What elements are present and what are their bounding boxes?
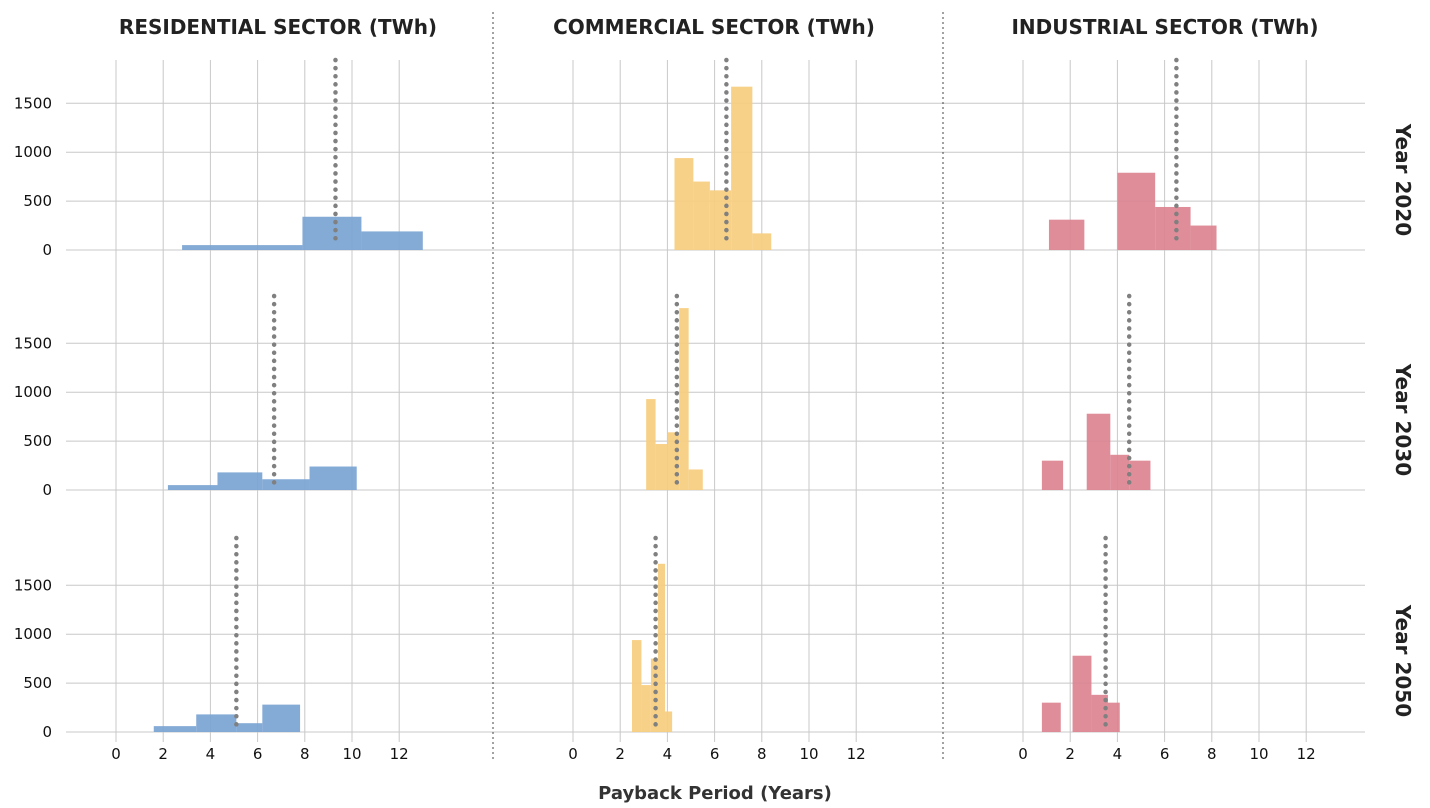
x-tick-label: 0 bbox=[111, 745, 121, 763]
x-tick-label: 8 bbox=[1207, 745, 1217, 763]
x-tick-label: 4 bbox=[1113, 745, 1123, 763]
y-tick-label: 500 bbox=[23, 192, 52, 210]
x-tick-label: 6 bbox=[710, 745, 720, 763]
histogram-bar bbox=[196, 714, 237, 732]
x-tick-label: 8 bbox=[300, 745, 310, 763]
histogram-bar bbox=[302, 216, 362, 250]
y-tick-label: 1500 bbox=[14, 576, 52, 594]
histogram-bar bbox=[1190, 225, 1217, 250]
histogram-bar bbox=[182, 245, 303, 250]
histogram-bar bbox=[641, 685, 651, 732]
histogram-bar bbox=[1107, 702, 1120, 732]
x-tick-label: 6 bbox=[1160, 745, 1170, 763]
histogram-bar bbox=[262, 704, 301, 732]
histogram-bar bbox=[650, 658, 658, 732]
x-tick-label: 0 bbox=[1018, 745, 1028, 763]
histogram-bar bbox=[1072, 655, 1092, 732]
histogram-bar bbox=[646, 399, 656, 490]
histogram-bar bbox=[674, 158, 694, 250]
x-tick-label: 12 bbox=[847, 745, 866, 763]
histogram-bar bbox=[655, 444, 668, 490]
gridlines bbox=[66, 60, 1365, 742]
histogram-bar bbox=[1041, 460, 1064, 490]
histogram-bar bbox=[1091, 694, 1108, 732]
histogram-bar bbox=[236, 723, 263, 732]
histogram-bar bbox=[309, 466, 357, 490]
histogram-bar bbox=[665, 711, 673, 732]
histogram-bar bbox=[1041, 702, 1061, 732]
x-tick-label: 8 bbox=[757, 745, 767, 763]
histogram-bar bbox=[679, 308, 689, 490]
x-tick-label: 10 bbox=[342, 745, 361, 763]
x-tick-label: 4 bbox=[206, 745, 216, 763]
x-tick-label: 2 bbox=[158, 745, 168, 763]
y-tick-label: 1500 bbox=[14, 334, 52, 352]
y-tick-label: 0 bbox=[42, 241, 52, 259]
histogram-bar bbox=[361, 231, 423, 250]
y-tick-label: 1500 bbox=[14, 94, 52, 112]
y-tick-label: 1000 bbox=[14, 383, 52, 401]
y-tick-label: 500 bbox=[23, 432, 52, 450]
histogram-bar bbox=[1086, 413, 1111, 490]
y-tick-label: 0 bbox=[42, 723, 52, 741]
histogram-bar bbox=[1155, 206, 1191, 250]
histogram-bar bbox=[1129, 460, 1151, 490]
histogram-bar bbox=[217, 472, 263, 490]
histogram-bar bbox=[688, 469, 703, 490]
row-label-2030: Year 2030 bbox=[1391, 363, 1415, 476]
histogram-bar bbox=[167, 485, 218, 490]
row-label-2050: Year 2050 bbox=[1391, 604, 1415, 717]
x-tick-label: 2 bbox=[615, 745, 625, 763]
median-lines bbox=[234, 57, 1179, 731]
row-label-2020: Year 2020 bbox=[1391, 123, 1415, 236]
histogram-bar bbox=[693, 181, 710, 250]
x-tick-label: 6 bbox=[253, 745, 263, 763]
x-tick-label: 12 bbox=[390, 745, 409, 763]
panel-dividers bbox=[492, 12, 944, 762]
histogram-bar bbox=[262, 479, 310, 490]
histogram-bar bbox=[632, 640, 642, 732]
y-tick-label: 1000 bbox=[14, 625, 52, 643]
x-tick-label: 4 bbox=[663, 745, 673, 763]
y-tick-label: 1000 bbox=[14, 143, 52, 161]
column-title-commercial: COMMERCIAL SECTOR (TWh) bbox=[553, 15, 875, 39]
column-title-residential: RESIDENTIAL SECTOR (TWh) bbox=[119, 15, 437, 39]
histogram-bar bbox=[731, 86, 753, 250]
histogram-bar bbox=[1117, 172, 1156, 250]
histogram-bar bbox=[1048, 219, 1085, 250]
x-tick-label: 10 bbox=[799, 745, 818, 763]
x-tick-label: 2 bbox=[1065, 745, 1075, 763]
histogram-bar bbox=[667, 432, 680, 490]
x-axis-label: Payback Period (Years) bbox=[598, 783, 832, 804]
histogram-bars bbox=[153, 86, 1217, 732]
y-tick-label: 0 bbox=[42, 481, 52, 499]
x-tick-label: 0 bbox=[568, 745, 578, 763]
histogram-bar bbox=[752, 233, 772, 250]
x-tick-label: 12 bbox=[1297, 745, 1316, 763]
histogram-bar bbox=[1110, 454, 1130, 490]
histogram-bar bbox=[657, 563, 666, 732]
y-tick-label: 500 bbox=[23, 674, 52, 692]
column-title-industrial: INDUSTRIAL SECTOR (TWh) bbox=[1011, 15, 1318, 39]
histogram-bar bbox=[153, 726, 197, 732]
x-tick-label: 10 bbox=[1249, 745, 1268, 763]
